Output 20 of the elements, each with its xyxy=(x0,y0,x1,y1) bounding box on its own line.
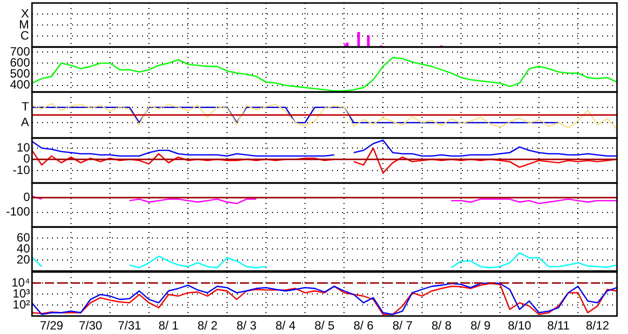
x-tick-label: 7/30 xyxy=(78,318,102,333)
x-tick-label: 8/ 2 xyxy=(197,318,218,333)
y-tick-label: 0 xyxy=(23,190,30,204)
x-tick-label: 8/ 4 xyxy=(275,318,296,333)
y-tick-label: -100 xyxy=(6,204,30,219)
x-tick-label: 8/ 9 xyxy=(470,318,491,333)
x-tick-label: 8/ 1 xyxy=(158,318,179,333)
text: T xyxy=(22,100,30,114)
x-tick-label: 7/29 xyxy=(40,318,64,333)
x-tick-label: 8/12 xyxy=(586,318,610,333)
x-tick-label: 8/ 5 xyxy=(314,318,335,333)
text: A xyxy=(20,114,29,129)
x-tick-label: 7/31 xyxy=(118,318,142,333)
x-tick-label: 8/11 xyxy=(547,318,570,333)
x-tick-label: 8/ 8 xyxy=(431,318,452,333)
y-tick-label: 10 xyxy=(16,140,30,154)
x-tick-label: 8/ 7 xyxy=(392,318,413,333)
x-tick-label: 8/10 xyxy=(508,318,532,333)
x-tick-label: 8/ 3 xyxy=(236,318,257,333)
x-tick-label: 8/ 6 xyxy=(353,318,374,333)
